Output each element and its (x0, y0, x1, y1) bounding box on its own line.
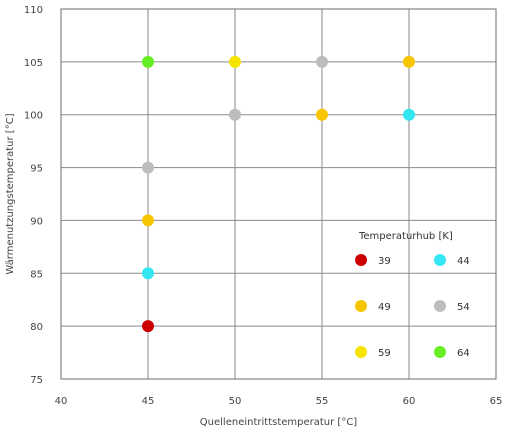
y-axis-title: Wärmenutzungstemperatur [°C] (5, 113, 16, 274)
data-point-59 (229, 55, 241, 68)
grid (61, 9, 496, 379)
x-tick-labels: 40 45 50 55 60 65 (55, 396, 503, 407)
y-tick-label: 110 (24, 5, 43, 16)
y-tick-labels: 75 80 85 90 95 100 105 110 (24, 5, 43, 386)
y-tick-label: 85 (30, 269, 43, 280)
data-point-39 (142, 320, 154, 333)
legend-label-64: 64 (457, 348, 470, 359)
data-point-49 (142, 214, 154, 227)
y-tick-label: 80 (30, 322, 43, 333)
legend-marker-44 (434, 254, 446, 266)
data-point-54 (229, 108, 241, 121)
plot-frame (60, 8, 497, 380)
x-tick-label: 60 (403, 396, 416, 407)
legend-label-49: 49 (378, 302, 391, 313)
legend-label-59: 59 (378, 348, 391, 359)
data-point-44 (142, 267, 154, 280)
legend-marker-54 (434, 300, 446, 312)
x-axis-title: Quelleneintrittstemperatur [°C] (200, 417, 358, 428)
x-tick-label: 45 (142, 396, 155, 407)
y-tick-label: 75 (30, 375, 43, 386)
legend: Temperaturhub [K] 39 44 49 54 59 64 (355, 231, 470, 359)
x-tick-label: 65 (490, 396, 503, 407)
y-tick-label: 90 (30, 216, 43, 227)
legend-marker-59 (355, 346, 367, 358)
data-point-44 (403, 108, 415, 121)
legend-marker-49 (355, 300, 367, 312)
y-tick-label: 95 (30, 164, 43, 175)
x-tick-label: 50 (229, 396, 242, 407)
legend-label-44: 44 (457, 256, 470, 267)
y-tick-label: 100 (24, 111, 43, 122)
data-points (142, 55, 415, 333)
x-tick-label: 40 (55, 396, 68, 407)
legend-marker-39 (355, 254, 367, 266)
y-tick-label: 105 (24, 58, 43, 69)
x-tick-label: 55 (316, 396, 329, 407)
data-point-54 (316, 55, 328, 68)
data-point-49 (403, 55, 415, 68)
legend-label-39: 39 (378, 256, 391, 267)
legend-marker-64 (434, 346, 446, 358)
data-point-64 (142, 55, 154, 68)
legend-title: Temperaturhub [K] (358, 231, 453, 242)
legend-items: 39 44 49 54 59 64 (355, 254, 470, 359)
legend-label-54: 54 (457, 302, 470, 313)
data-point-49 (316, 108, 328, 121)
data-point-54 (142, 161, 154, 174)
